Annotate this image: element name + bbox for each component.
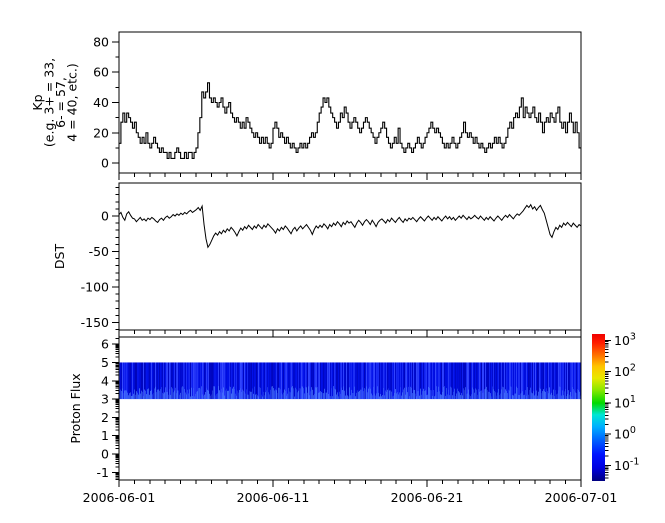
- y-tick-label: 2: [101, 410, 109, 425]
- kp-ylabel: 4 = 40, etc.): [65, 63, 80, 142]
- colorbar-tick-label: 102: [614, 363, 636, 380]
- colorbar: 103 102 101 100 10-1: [592, 331, 639, 481]
- dst-line: [118, 203, 582, 249]
- colorbar-tick-label: 101: [614, 394, 636, 411]
- x-tick-labels: 2006-06-01 2006-06-11 2006-06-21 2006-07-01: [83, 490, 618, 505]
- y-tick-label: 1: [101, 428, 109, 443]
- x-tick-label: 2006-07-01: [545, 490, 618, 505]
- proton-panel: -1 0 1 2 3 4 5 6 Proton Flux: [68, 336, 582, 487]
- kp-ylabel: Kp: [30, 94, 45, 110]
- y-tick-label: 20: [93, 125, 109, 140]
- y-tick-label: 0: [101, 156, 109, 171]
- y-tick-label: 0: [101, 447, 109, 462]
- dst-panel: 0 -50 -100 -150 DST: [52, 182, 582, 337]
- y-tick-label: -1: [97, 465, 109, 480]
- proton-band: [119, 362, 582, 400]
- x-tick-label: 2006-06-11: [237, 490, 310, 505]
- y-tick-label: 6: [101, 337, 109, 352]
- y-tick-label: -50: [89, 244, 109, 259]
- proton-ylabel: Proton Flux: [68, 373, 83, 443]
- y-tick-label: -150: [81, 315, 109, 330]
- y-tick-label: 80: [93, 34, 109, 49]
- y-tick-label: 40: [93, 95, 109, 110]
- x-tick-label: 2006-06-01: [83, 490, 156, 505]
- x-tick-label: 2006-06-21: [391, 490, 464, 505]
- colorbar-tick-label: 10-1: [614, 456, 639, 473]
- colorbar-tick-label: 100: [614, 425, 636, 442]
- kp-panel: 0 20 40 60 80 Kp(e.g. 3+ = 33,6- = 57,4 = 40,…: [30, 31, 582, 180]
- y-tick-label: 5: [101, 355, 109, 370]
- y-tick-label: 60: [93, 65, 109, 80]
- y-tick-label: 3: [101, 392, 109, 407]
- y-tick-label: -100: [81, 280, 109, 295]
- kp-line: [119, 82, 581, 160]
- kp-ylabel: 6- = 57,: [53, 77, 68, 128]
- y-tick-label: 0: [101, 209, 109, 224]
- y-tick-label: 4: [101, 373, 109, 388]
- colorbar-tick-label: 103: [614, 331, 636, 348]
- dst-ylabel: DST: [52, 244, 67, 270]
- colorbar-gradient: [592, 334, 605, 481]
- kp-ylabel: (e.g. 3+ = 33,: [42, 58, 57, 147]
